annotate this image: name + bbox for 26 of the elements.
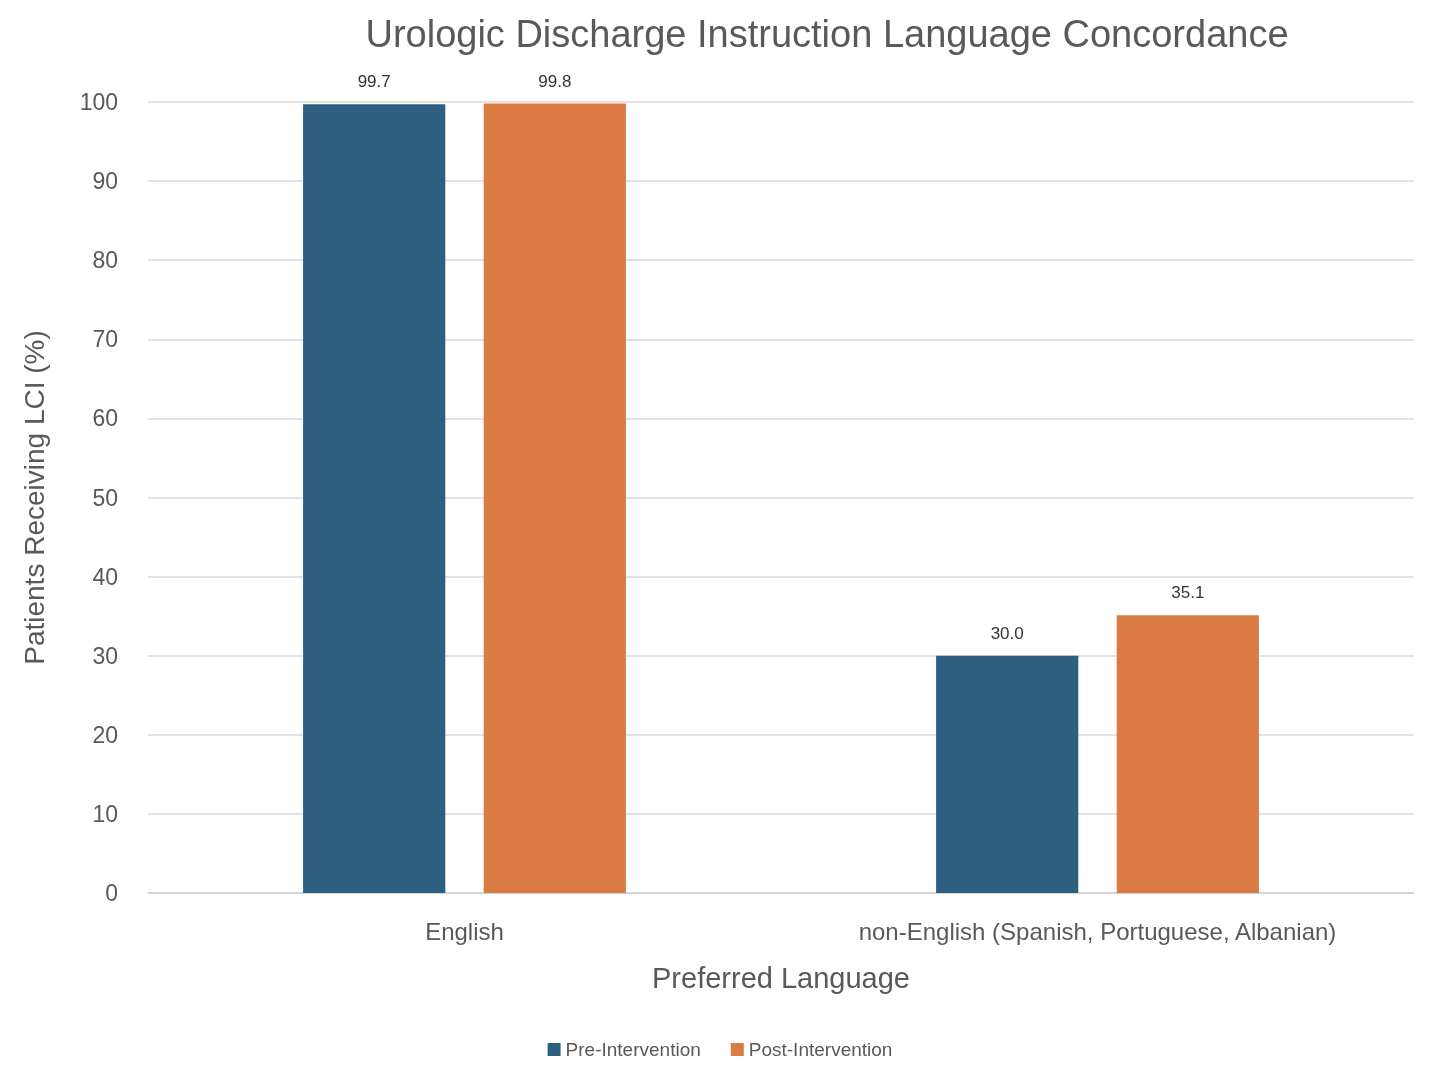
chart-title: Urologic Discharge Instruction Language Concordance — [365, 13, 1289, 55]
bar — [483, 103, 626, 893]
bar — [936, 655, 1079, 893]
y-tick-label: 0 — [105, 880, 118, 906]
y-tick-label: 80 — [92, 247, 118, 274]
y-tick-label: 40 — [92, 563, 118, 590]
x-tick-label: English — [425, 917, 504, 945]
y-tick-label: 100 — [79, 89, 118, 115]
x-axis-title: Preferred Language — [652, 961, 910, 994]
bar — [303, 104, 446, 893]
data-label: 35.1 — [1171, 583, 1205, 603]
x-tick-label: non-English (Spanish, Portuguese, Albanian) — [858, 917, 1337, 945]
legend-label: Post-Intervention — [748, 1039, 893, 1060]
y-tick-label: 50 — [92, 484, 118, 511]
bar — [1116, 615, 1259, 893]
y-tick-label: 10 — [92, 800, 118, 827]
y-tick-label: 30 — [92, 642, 118, 669]
y-tick-label: 20 — [92, 721, 118, 748]
data-label: 30.0 — [990, 623, 1024, 643]
data-label: 99.8 — [538, 71, 572, 91]
y-tick-label: 90 — [92, 168, 118, 195]
y-tick-label: 60 — [92, 405, 118, 432]
y-tick-label: 70 — [92, 326, 118, 353]
legend-label: Pre-Intervention — [565, 1039, 701, 1060]
data-label: 99.7 — [357, 72, 391, 92]
y-axis-title: Patients Receiving LCI (%) — [18, 330, 50, 665]
